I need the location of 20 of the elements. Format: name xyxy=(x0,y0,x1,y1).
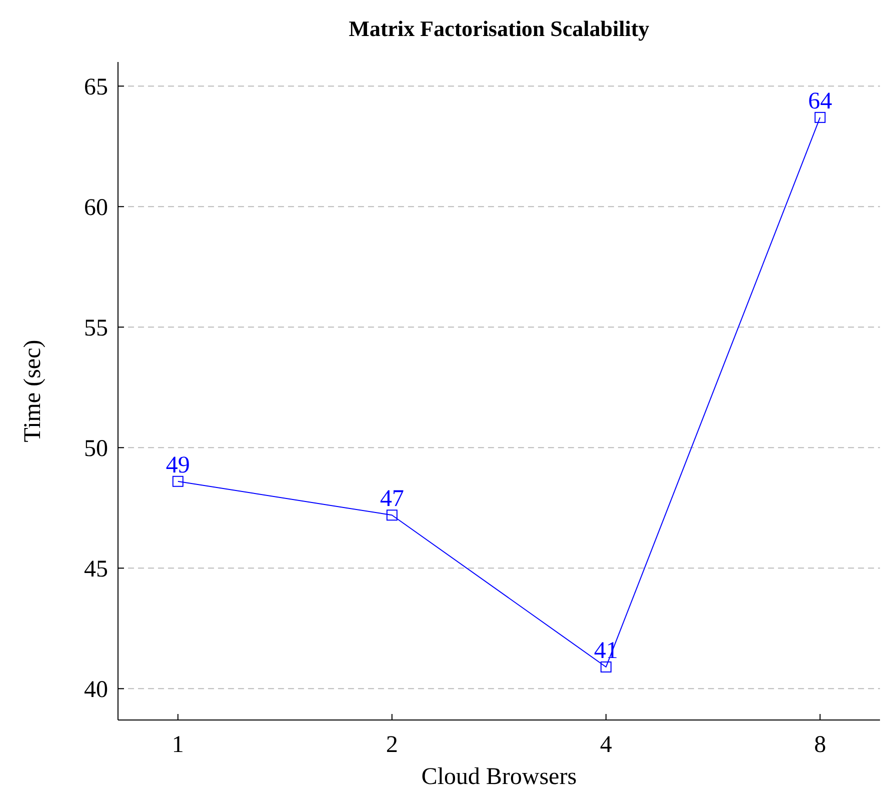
x-tick-label: 1 xyxy=(172,732,184,758)
y-tick-label: 65 xyxy=(84,74,108,101)
data-label: 47 xyxy=(380,486,404,512)
x-tick-label: 2 xyxy=(386,732,398,758)
x-tick-label: 4 xyxy=(600,732,612,758)
chart-title: Matrix Factorisation Scalability xyxy=(348,16,650,41)
data-label: 49 xyxy=(166,452,190,478)
point xyxy=(814,112,826,123)
x-tick-label: 8 xyxy=(814,732,826,758)
y-tick-label: 45 xyxy=(84,556,108,583)
point xyxy=(172,476,184,487)
y-axis-title: Time (sec) xyxy=(20,340,46,442)
y-tick-label: 40 xyxy=(84,677,108,704)
y-tick-label: 60 xyxy=(84,195,108,222)
point xyxy=(600,661,612,672)
y-tick-label: 50 xyxy=(84,436,108,462)
data-label: 64 xyxy=(808,88,832,114)
y-tick-label: 55 xyxy=(84,316,108,342)
point xyxy=(386,510,398,521)
x-axis-title: Cloud Browsers xyxy=(421,764,577,790)
